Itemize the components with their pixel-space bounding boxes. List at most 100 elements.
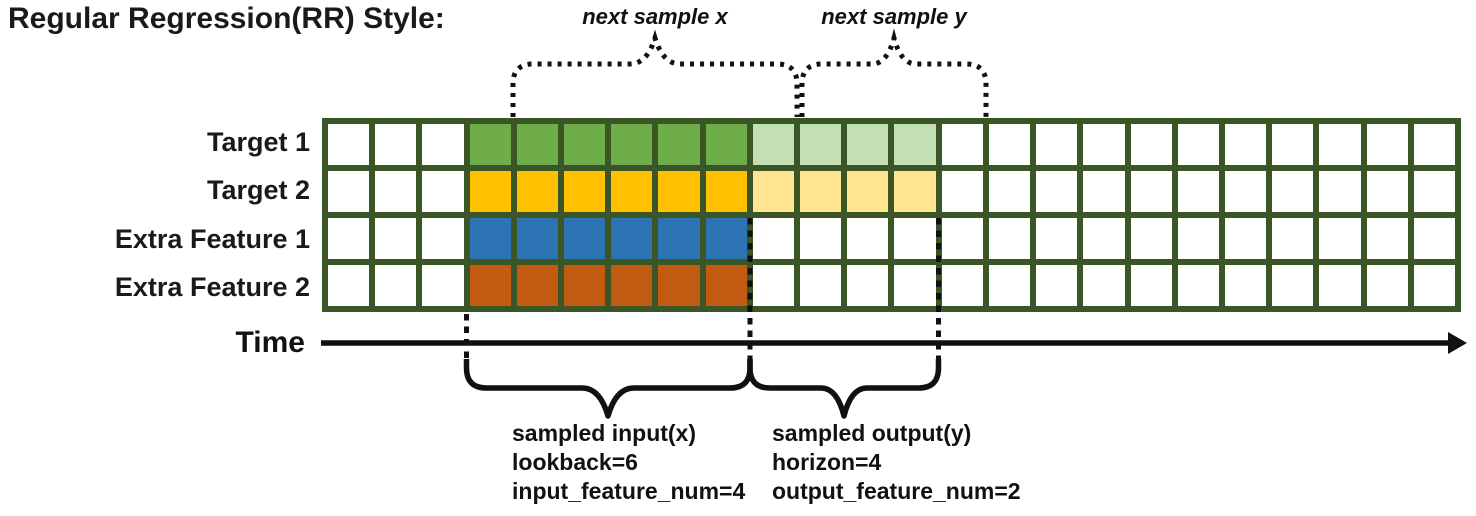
next-sample-x-label: next sample x (582, 4, 728, 29)
grid-cell (516, 171, 559, 212)
grid-cell (1036, 265, 1078, 306)
grid-cell (847, 265, 889, 306)
grid-cell (1224, 265, 1267, 306)
sampled-input-title: sampled input(x) (512, 420, 697, 446)
grid-cell (469, 218, 511, 259)
grid-cell (752, 171, 795, 212)
grid-cell (1177, 124, 1219, 165)
grid-cell (422, 265, 464, 306)
grid-cell (422, 171, 464, 212)
grid-cell (469, 171, 511, 212)
grid-cell (988, 124, 1031, 165)
row-label-extra-feature-2: Extra Feature 2 (114, 272, 310, 302)
grid-cell (516, 218, 559, 259)
grid-cell (941, 171, 983, 212)
grid-cell (611, 124, 653, 165)
sampled-output-brace (747, 359, 942, 419)
grid-cell (1413, 218, 1455, 259)
grid-cell (1083, 218, 1125, 259)
grid-cell (1413, 124, 1455, 165)
grid-cell (705, 265, 747, 306)
grid-cell (941, 124, 983, 165)
grid-cell (1130, 218, 1172, 259)
grid-cell (1366, 218, 1408, 259)
grid-cell (1319, 218, 1361, 259)
grid-cell (752, 218, 795, 259)
grid-cell (1413, 171, 1455, 212)
next-sample-x-brace (510, 29, 800, 117)
grid-cell (1366, 171, 1408, 212)
grid-cell (1177, 265, 1219, 306)
time-axis-arrowhead (1448, 332, 1467, 354)
grid-cell (375, 124, 417, 165)
grid-cell (611, 171, 653, 212)
lookback-value: lookback=6 (512, 449, 638, 475)
grid-cell (1177, 218, 1219, 259)
sampled-input-annotation: sampled input(x) lookback=6 input_featur… (512, 419, 745, 506)
grid-cell (847, 171, 889, 212)
grid-cell (564, 171, 606, 212)
grid-cell (752, 265, 795, 306)
grid-cell (1036, 171, 1078, 212)
grid-cell (800, 171, 842, 212)
grid-cell (705, 124, 747, 165)
grid-cell (705, 218, 747, 259)
grid-cell (894, 218, 936, 259)
grid-cell (1083, 171, 1125, 212)
grid-cell (941, 265, 983, 306)
grid-cell (1366, 265, 1408, 306)
grid-cell (328, 171, 370, 212)
grid-cell (847, 124, 889, 165)
time-axis-label: Time (235, 326, 305, 359)
grid-cell (847, 218, 889, 259)
grid-cell (988, 171, 1031, 212)
grid-cell (1224, 218, 1267, 259)
grid-cell (328, 265, 370, 306)
grid-cell (469, 265, 511, 306)
output-feature-num-value: output_feature_num=2 (772, 478, 1021, 504)
grid-cell (611, 218, 653, 259)
grid-cell (658, 265, 700, 306)
grid-cell (1036, 124, 1078, 165)
sampled-output-annotation: sampled output(y) horizon=4 output_featu… (772, 419, 1021, 506)
input-feature-num-value: input_feature_num=4 (512, 478, 746, 504)
grid-cell (564, 218, 606, 259)
timeseries-grid (322, 118, 1461, 312)
grid-cell (516, 124, 559, 165)
grid-cell (1413, 265, 1455, 306)
grid-cell (422, 124, 464, 165)
grid-cell (1224, 124, 1267, 165)
grid-cell (800, 218, 842, 259)
grid-cell (375, 171, 417, 212)
grid-cell (800, 124, 842, 165)
grid-cell (658, 171, 700, 212)
grid-cell (1272, 218, 1314, 259)
grid-cell (894, 265, 936, 306)
grid-cell (1224, 171, 1267, 212)
grid-cell (1272, 124, 1314, 165)
grid-cell (894, 171, 936, 212)
grid-cell (375, 265, 417, 306)
grid-cell (988, 265, 1031, 306)
row-label-target-2: Target 2 (206, 175, 310, 205)
grid-cell (1083, 124, 1125, 165)
grid-cell (658, 218, 700, 259)
grid-cell (1272, 265, 1314, 306)
row-label-target-1: Target 1 (206, 127, 310, 157)
row-label-extra-feature-1: Extra Feature 1 (114, 224, 310, 254)
sampled-output-title: sampled output(y) (772, 420, 972, 446)
grid-cell (516, 265, 559, 306)
grid-cell (800, 265, 842, 306)
grid-cell (1177, 171, 1219, 212)
grid-cell (328, 124, 370, 165)
grid-cell (422, 218, 464, 259)
grid-cell (1036, 218, 1078, 259)
next-sample-y-label: next sample y (821, 4, 967, 29)
grid-cell (611, 265, 653, 306)
grid-cell (752, 124, 795, 165)
grid-cell (1130, 171, 1172, 212)
horizon-value: horizon=4 (772, 449, 882, 475)
grid-cell (564, 265, 606, 306)
grid-cell (1130, 124, 1172, 165)
